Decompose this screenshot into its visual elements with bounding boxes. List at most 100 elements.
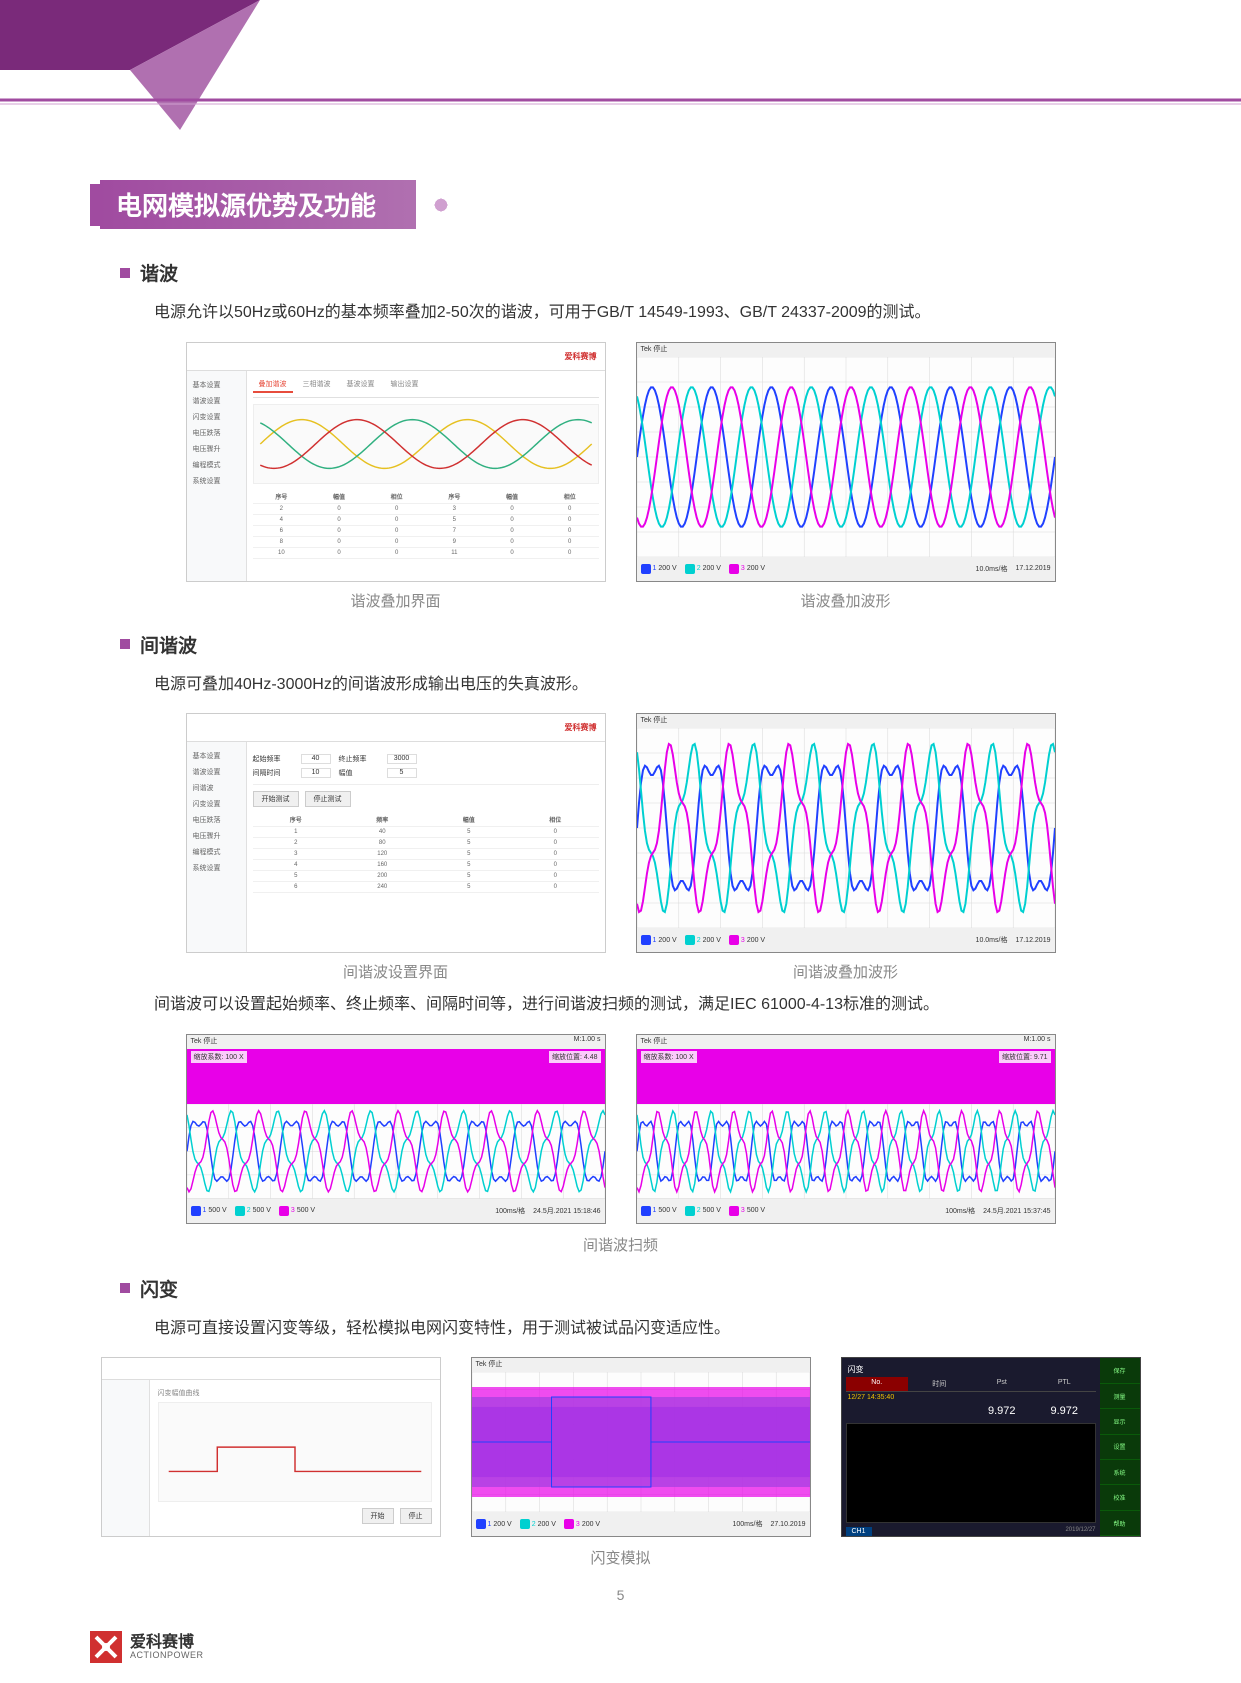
ch-badge: 2 200 V xyxy=(520,1519,556,1529)
scope-header: Tek 停止 xyxy=(637,714,1055,728)
wave-preview xyxy=(253,404,599,484)
soft-ui-sidebar: 基本设置谐波设置闪变设置电压跌落电压骤升编程模式系统设置 xyxy=(187,371,247,581)
subsection-flicker: 闪变 电源可直接设置闪变等级，轻松模拟电网闪变特性，用于测试被试品闪变适应性。 xyxy=(90,1275,1151,1342)
flicker-buttons: 开始停止 xyxy=(158,1508,432,1524)
flicker-scope-block: Tek 停止 1 200 V2 200 V3 200 V100ms/格27.10… xyxy=(471,1357,811,1537)
analyzer-side-button[interactable]: 系统 xyxy=(1100,1460,1140,1485)
sidebar-item[interactable]: 电压骤升 xyxy=(191,441,242,457)
subsection-text: 电源允许以50Hz或60Hz的基本频率叠加2-50次的谐波，可用于GB/T 14… xyxy=(120,300,1151,326)
harmonics-image-row: 爱科赛博 基本设置谐波设置闪变设置电压跌落电压骤升编程模式系统设置 叠加谐波三相… xyxy=(90,342,1151,611)
scope-footer: 1 500 V2 500 V3 500 V100ms/格24.5月.2021 1… xyxy=(637,1199,1055,1223)
harmonics-scope: Tek 停止 1 200 V2 200 V3 200 V10.0ms/格17.1… xyxy=(636,342,1056,582)
ih-form: 起始频率40终止频率3000间隔时间10幅值5 xyxy=(253,748,599,785)
sidebar-item[interactable]: 编程模式 xyxy=(191,844,242,860)
caption: 谐波叠加波形 xyxy=(800,590,890,611)
analyzer-side-button[interactable]: 测量 xyxy=(1100,1384,1140,1409)
caption: 闪变模拟 xyxy=(90,1547,1151,1568)
analyzer-side-button[interactable]: 校准 xyxy=(1100,1485,1140,1510)
flicker-analyzer-block: 闪变 No.时间PstPTL 12/27 14:35:40 9.9729.972… xyxy=(841,1357,1141,1537)
sidebar-item[interactable]: 系统设置 xyxy=(191,860,242,876)
interharmonics-image-row: 爱科赛博 基本设置谐波设置间谐波闪变设置电压跌落电压骤升编程模式系统设置 起始频… xyxy=(90,713,1151,982)
page-header-decoration xyxy=(0,0,1241,140)
analyzer-side-button[interactable]: 保存 xyxy=(1100,1358,1140,1383)
soft-ui-main: 起始频率40终止频率3000间隔时间10幅值5 开始测试停止测试 序号频率幅值相… xyxy=(247,742,605,952)
analyzer-side-button[interactable]: 显示 xyxy=(1100,1409,1140,1434)
sidebar-item[interactable]: 基本设置 xyxy=(191,377,242,393)
soft-ui-header: 爱科赛博 xyxy=(187,714,605,742)
sweep-scope-1: Tek 停止M:1.00 s 缩放系数: 100 X 缩放位置: 4.48 1 … xyxy=(186,1034,606,1224)
scope-footer: 1 200 V2 200 V3 200 V100ms/格27.10.2019 xyxy=(472,1512,810,1536)
page-number: 5 xyxy=(617,1587,625,1603)
harmonics-data-table: 序号幅值相位序号幅值相位2003004005006007008009001000… xyxy=(253,490,599,559)
scope-screen: 缩放系数: 100 X 缩放位置: 4.48 xyxy=(187,1049,605,1199)
analyzer-header-cell: PTL xyxy=(1033,1377,1096,1391)
caption: 间谐波设置界面 xyxy=(343,961,448,982)
subsection-harmonics: 谐波 电源允许以50Hz或60Hz的基本频率叠加2-50次的谐波，可用于GB/T… xyxy=(90,259,1151,326)
flicker-image-row: 闪变幅值曲线 开始停止 Tek 停止 1 200 V2 xyxy=(90,1357,1151,1537)
analyzer-side-button[interactable]: 设置 xyxy=(1100,1435,1140,1460)
bullet-icon xyxy=(120,268,130,278)
analyzer-side-button[interactable]: 帮助 xyxy=(1100,1511,1140,1536)
ch-badge: 3 200 V xyxy=(729,564,765,574)
subsection-title: 间谐波 xyxy=(120,631,1151,658)
sweep-image-row: Tek 停止M:1.00 s 缩放系数: 100 X 缩放位置: 4.48 1 … xyxy=(90,1034,1151,1224)
scope-header: Tek 停止M:1.00 s xyxy=(637,1035,1055,1049)
sweep-scope-2: Tek 停止M:1.00 s 缩放系数: 100 X 缩放位置: 9.71 1 … xyxy=(636,1034,1056,1224)
button[interactable]: 开始 xyxy=(362,1508,394,1524)
sidebar-item[interactable]: 谐波设置 xyxy=(191,764,242,780)
caption: 间谐波扫频 xyxy=(90,1234,1151,1255)
scope-footer: 1 200 V2 200 V3 200 V10.0ms/格17.12.2019 xyxy=(637,557,1055,581)
sidebar-item[interactable]: 间谐波 xyxy=(191,780,242,796)
ch-badge: 3 200 V xyxy=(564,1519,600,1529)
analyzer-header-cell: 时间 xyxy=(908,1377,971,1391)
button[interactable]: 停止测试 xyxy=(305,791,351,807)
logo-icon xyxy=(90,1631,122,1663)
sidebar-item[interactable]: 闪变设置 xyxy=(191,796,242,812)
sidebar-item[interactable]: 谐波设置 xyxy=(191,393,242,409)
tab[interactable]: 叠加谐波 xyxy=(253,377,293,393)
section-title: 电网模拟源优势及功能 xyxy=(90,180,1151,229)
button[interactable]: 开始测试 xyxy=(253,791,299,807)
scope-header-left: Tek 停止 xyxy=(641,344,668,356)
subsection-title: 闪变 xyxy=(120,1275,1151,1302)
scope-header: Tek 停止 xyxy=(472,1358,810,1372)
analyzer-row-label: 12/27 14:35:40 xyxy=(846,1392,1096,1403)
button[interactable]: 停止 xyxy=(400,1508,432,1524)
sidebar-item[interactable]: 基本设置 xyxy=(191,748,242,764)
sidebar-item[interactable]: 闪变设置 xyxy=(191,409,242,425)
sidebar-item[interactable]: 电压骤升 xyxy=(191,828,242,844)
sidebar-item[interactable]: 电压跌落 xyxy=(191,812,242,828)
section-title-accent xyxy=(90,184,100,226)
sidebar-item[interactable]: 电压跌落 xyxy=(191,425,242,441)
tab[interactable]: 输出设置 xyxy=(385,377,425,393)
subsection-label: 谐波 xyxy=(140,259,178,286)
subsection-text: 间谐波可以设置起始频率、终止频率、间隔时间等，进行间谐波扫频的测试，满足IEC … xyxy=(90,992,1151,1018)
section-title-text: 电网模拟源优势及功能 xyxy=(100,180,416,229)
soft-ui-header xyxy=(102,1358,440,1380)
subsection-text: 电源可直接设置闪变等级，轻松模拟电网闪变特性，用于测试被试品闪变适应性。 xyxy=(120,1316,1151,1342)
tab[interactable]: 基波设置 xyxy=(341,377,381,393)
sidebar-item[interactable]: 系统设置 xyxy=(191,473,242,489)
ch-badge: 1 200 V xyxy=(476,1519,512,1529)
tab[interactable]: 三相谐波 xyxy=(297,377,337,393)
ch-badge: 2 200 V xyxy=(685,935,721,945)
interharmonics-software-ui: 爱科赛博 基本设置谐波设置间谐波闪变设置电压跌落电压骤升编程模式系统设置 起始频… xyxy=(186,713,606,953)
harmonics-scope-block: Tek 停止 1 200 V2 200 V3 200 V10.0ms/格17.1… xyxy=(636,342,1056,611)
subsection-interharmonics: 间谐波 电源可叠加40Hz-3000Hz的间谐波形成输出电压的失真波形。 xyxy=(90,631,1151,698)
flicker-step-chart xyxy=(158,1402,432,1502)
flicker-analyzer: 闪变 No.时间PstPTL 12/27 14:35:40 9.9729.972… xyxy=(841,1357,1141,1537)
analyzer-date: 2019/12/27 xyxy=(1065,1527,1095,1536)
ch-badge: 1 500 V xyxy=(641,1206,677,1216)
analyzer-value: 9.972 xyxy=(1033,1405,1096,1417)
soft-ui-sidebar xyxy=(102,1380,150,1536)
logo-en: ACTIONPOWER xyxy=(130,1651,204,1660)
analyzer-channel: CH1 xyxy=(846,1527,872,1536)
sidebar-item[interactable]: 编程模式 xyxy=(191,457,242,473)
analyzer-main: 闪变 No.时间PstPTL 12/27 14:35:40 9.9729.972… xyxy=(842,1358,1100,1536)
analyzer-header-cell: No. xyxy=(846,1377,909,1391)
scope-header: Tek 停止M:1.00 s xyxy=(187,1035,605,1049)
logo-text: 爱科赛博 ACTIONPOWER xyxy=(130,1635,204,1660)
ch-badge: 3 200 V xyxy=(729,935,765,945)
analyzer-values: 9.9729.972 xyxy=(846,1403,1096,1419)
scope-footer: 1 200 V2 200 V3 200 V10.0ms/格17.12.2019 xyxy=(637,928,1055,952)
